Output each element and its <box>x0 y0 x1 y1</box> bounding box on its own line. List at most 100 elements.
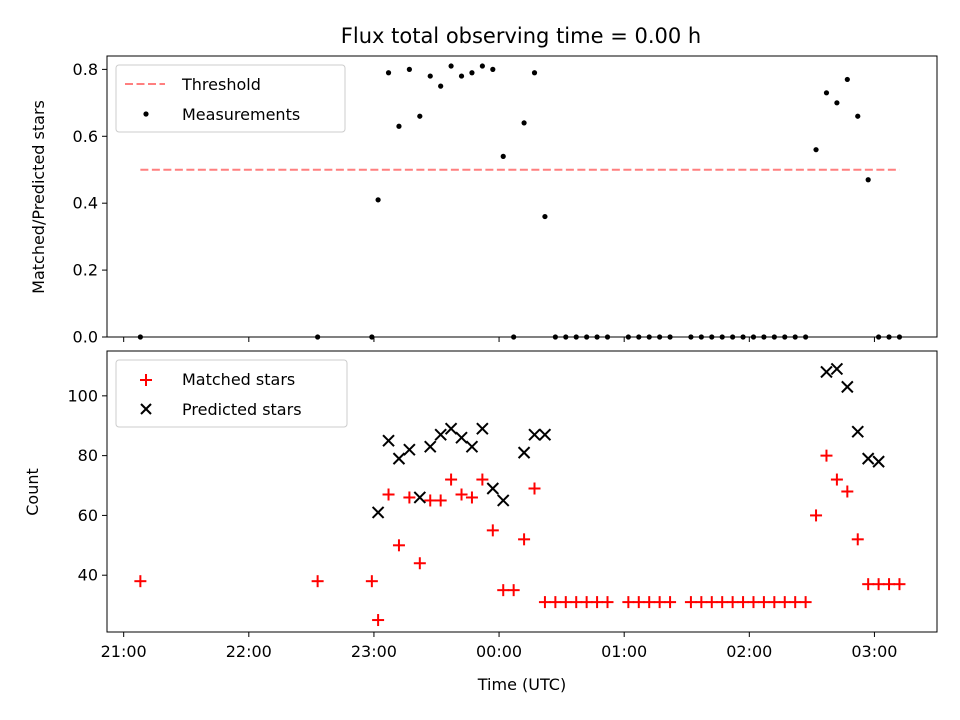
predicted-star-point <box>371 506 385 519</box>
count-xlabel: Time (UTC) <box>477 675 566 694</box>
predicted-legend-label: Predicted stars <box>182 400 302 419</box>
matched-star-point <box>134 575 147 588</box>
ratio-ytick-label: 0.0 <box>73 328 98 347</box>
matched-star-point <box>476 473 489 486</box>
matched-star-point <box>413 557 426 570</box>
predicted-star-point <box>872 455 885 468</box>
measurement-point <box>531 70 538 76</box>
count-plot-frame <box>106 350 938 633</box>
matched-legend-swatch <box>140 374 152 386</box>
predicted-star-point <box>424 440 437 453</box>
ratio-ytick-label: 0.2 <box>73 261 98 280</box>
measurement-point <box>458 73 465 79</box>
matched-star-point <box>559 596 572 609</box>
matched-star-point <box>653 596 666 609</box>
matched-star-point <box>862 578 875 591</box>
predicted-star-point <box>528 428 541 441</box>
matched-star-point <box>518 533 531 546</box>
matched-star-point <box>434 494 447 507</box>
matched-star-point <box>726 596 739 609</box>
count-xtick-label: 23:00 <box>351 642 397 661</box>
matched-star-point <box>486 524 499 537</box>
matched-star-point <box>601 596 614 609</box>
count-xtick-label: 22:00 <box>226 642 272 661</box>
measurement-point <box>542 213 548 220</box>
ratio-ytick-label: 0.8 <box>73 60 98 79</box>
count-ytick-label: 60 <box>78 506 98 525</box>
matched-star-point <box>497 584 510 597</box>
matched-star-point <box>311 575 324 588</box>
count-legend: Matched stars Predicted stars <box>115 359 348 428</box>
matched-star-point <box>424 494 437 507</box>
matched-star-point <box>664 596 677 609</box>
matched-star-point <box>820 449 833 462</box>
matched-star-point <box>830 473 843 486</box>
predicted-star-point <box>382 434 395 447</box>
count-xtick-label: 00:00 <box>476 642 522 661</box>
threshold-legend-label: Threshold <box>181 75 261 94</box>
predicted-star-point <box>413 491 427 504</box>
measurement-point <box>823 90 830 96</box>
matched-star-point <box>538 596 551 609</box>
count-ylabel: Count <box>23 468 42 516</box>
matched-star-point <box>757 596 770 609</box>
predicted-star-point <box>465 440 479 453</box>
count-axis-ticks: 40 60 80 100 21:00 22:00 23:00 00:00 01:00 02:00 0… <box>67 386 897 661</box>
matched-star-point <box>851 533 864 546</box>
matched-star-point <box>695 596 708 609</box>
matched-star-point <box>591 596 604 609</box>
predicted-star-point <box>517 446 531 459</box>
predicted-star-point <box>830 362 844 376</box>
matched-star-point <box>778 596 791 609</box>
predicted-star-point <box>444 422 458 435</box>
predicted-star-point <box>476 422 489 435</box>
predicted-star-point <box>497 494 510 507</box>
matched-star-point <box>789 596 802 609</box>
predicted-star-point <box>403 443 416 456</box>
measurements-legend-swatch <box>143 111 149 117</box>
matched-star-point <box>810 509 823 522</box>
predicted-star-point <box>434 428 447 441</box>
matched-star-point <box>632 596 645 609</box>
measurement-point <box>490 66 496 72</box>
matched-star-point <box>507 584 520 597</box>
count-xtick-label: 01:00 <box>601 642 647 661</box>
matched-star-point <box>643 596 656 609</box>
predicted-star-point <box>820 365 833 379</box>
ratio-legend-box <box>115 64 346 133</box>
matched-star-point <box>403 491 416 504</box>
predicted-star-point <box>841 380 854 394</box>
ratio-ytick-label: 0.4 <box>73 194 98 213</box>
matched-legend-label: Matched stars <box>182 370 295 389</box>
measurement-point <box>521 120 527 126</box>
matched-star-point <box>705 596 718 609</box>
count-ytick-label: 40 <box>78 566 98 585</box>
matched-star-point <box>580 596 593 609</box>
matched-star-point <box>716 596 729 609</box>
measurement-point <box>448 63 454 69</box>
matched-star-point <box>768 596 781 609</box>
matched-star-point <box>737 596 750 609</box>
count-xtick-label: 03:00 <box>851 642 897 661</box>
count-xtick-label: 21:00 <box>101 642 147 661</box>
predicted-legend-swatch <box>140 403 152 415</box>
count-legend-box <box>115 359 348 428</box>
measurement-point <box>855 113 861 119</box>
predicted-star-point <box>455 431 468 444</box>
count-points <box>134 362 906 627</box>
matched-star-point <box>893 578 906 591</box>
measurements-legend-label: Measurements <box>182 105 300 124</box>
measurement-point <box>385 70 392 76</box>
predicted-star-point <box>538 428 552 441</box>
predicted-star-point <box>392 452 406 465</box>
measurement-point <box>479 63 485 69</box>
measurement-point <box>813 147 819 153</box>
measurement-point <box>500 153 506 159</box>
matched-star-point <box>684 596 697 609</box>
count-ytick-label: 80 <box>78 446 98 465</box>
predicted-star-point <box>486 482 500 495</box>
matched-star-point <box>872 578 885 591</box>
measurement-point <box>469 70 475 76</box>
ratio-axis-ticks: 0.0 0.2 0.4 0.6 0.8 <box>73 60 875 347</box>
matched-star-point <box>747 596 760 609</box>
